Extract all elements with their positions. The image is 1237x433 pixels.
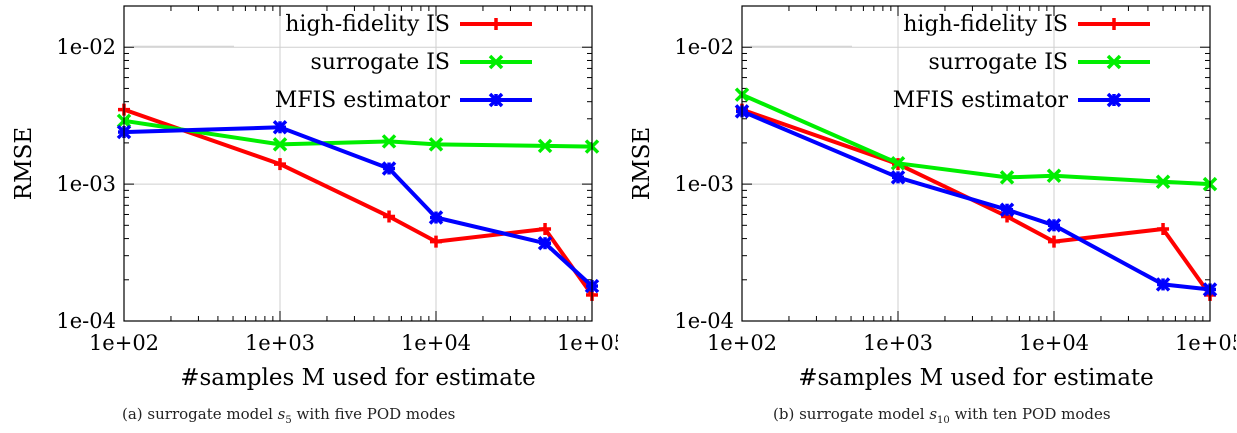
data-point (430, 235, 442, 248)
x-tick-label: 1e+02 (89, 331, 159, 355)
legend-marker (488, 92, 504, 108)
series-group (116, 103, 600, 301)
data-point (381, 161, 397, 176)
series-line-surrogate-is (741, 92, 1211, 187)
x-tick-label: 1e+05 (557, 331, 618, 355)
y-tick-label: 1e-02 (56, 35, 116, 59)
data-point (381, 134, 397, 149)
caption-b-label: (b) (773, 405, 795, 423)
data-point (537, 235, 553, 251)
series-line-mfis-estimator (741, 109, 1211, 292)
legend: high-fidelity IS surrogate IS MFIS estimat… (750, 12, 1150, 113)
data-point (1157, 222, 1170, 235)
legend-label: surrogate IS (310, 50, 450, 75)
chart-panel-a: 1e+02 1e+03 1e+04 1e+05 1e-04 1e-03 1e-02 RMSE #… (0, 0, 618, 433)
data-point (1155, 277, 1171, 292)
series-line-mfis-estimator (123, 125, 594, 288)
x-tick-label: 1e+04 (1019, 331, 1089, 355)
legend-marker (1106, 92, 1122, 108)
data-point (999, 202, 1015, 217)
data-point (272, 137, 288, 152)
caption-a: (a) surrogate model s5 with five POD mod… (122, 405, 456, 426)
y-tick-label: 1e-03 (674, 172, 734, 196)
data-point (1046, 168, 1062, 184)
x-tick-label: 1e+05 (1175, 331, 1236, 355)
legend-label: MFIS estimator (275, 88, 451, 113)
legend-label: high-fidelity IS (903, 12, 1068, 37)
caption-a-label: (a) (122, 405, 143, 423)
x-axis-label: #samples M used for estimate (180, 365, 536, 391)
data-point (272, 120, 288, 135)
data-point (383, 210, 396, 223)
legend-label: surrogate IS (928, 50, 1068, 75)
data-point (274, 158, 286, 171)
legend-marker (1106, 54, 1122, 70)
data-point (539, 222, 552, 235)
major-ticks: 1e+02 1e+03 1e+04 1e+05 1e-04 1e-03 1e-02 (674, 6, 1236, 355)
chart-svg: 1e+02 1e+03 1e+04 1e+05 1e-04 1e-03 1e-02 RMSE #… (11, 5, 618, 391)
x-tick-label: 1e+03 (245, 331, 315, 355)
caption-b: (b) surrogate model s10 with ten POD mod… (773, 405, 1111, 426)
y-tick-label: 1e-02 (674, 35, 734, 59)
series-line-high-fidelity-is (741, 107, 1212, 297)
y-axis-label: RMSE (11, 127, 37, 200)
legend-label: MFIS estimator (893, 88, 1069, 113)
plot-frame (123, 5, 593, 322)
x-axis-label: #samples M used for estimate (798, 365, 1154, 391)
data-point (890, 170, 906, 185)
legend: high-fidelity IS surrogate IS MFIS estimat… (132, 12, 532, 113)
data-point (537, 138, 553, 154)
data-point (999, 170, 1015, 185)
series-line-surrogate-is (123, 118, 593, 149)
series-line-high-fidelity-is (123, 107, 594, 297)
y-tick-label: 1e-03 (56, 172, 116, 196)
legend-label: high-fidelity IS (285, 12, 450, 37)
x-tick-label: 1e+03 (863, 331, 933, 355)
minor-ticks (742, 6, 1210, 321)
x-tick-label: 1e+04 (401, 331, 471, 355)
y-axis-label: RMSE (629, 127, 655, 200)
chart-panel-b: 1e+02 1e+03 1e+04 1e+05 1e-04 1e-03 1e-02 RMSE #… (618, 0, 1236, 433)
major-ticks: 1e+02 1e+03 1e+04 1e+05 1e-04 1e-03 1e-02 (56, 6, 618, 355)
legend-marker (490, 18, 502, 30)
legend-marker (1108, 18, 1120, 30)
plot-frame (741, 5, 1211, 322)
series-group (734, 87, 1218, 301)
legend-marker (488, 54, 504, 70)
data-point (1048, 235, 1060, 248)
data-point (428, 137, 444, 152)
data-point (1046, 218, 1062, 233)
chart-svg: 1e+02 1e+03 1e+04 1e+05 1e-04 1e-03 1e-02 RMSE #… (629, 5, 1236, 391)
y-tick-label: 1e-04 (674, 309, 734, 333)
data-point (428, 210, 444, 225)
data-point (1155, 174, 1171, 190)
y-tick-label: 1e-04 (56, 309, 116, 333)
data-point (890, 156, 906, 171)
x-tick-label: 1e+02 (707, 331, 777, 355)
